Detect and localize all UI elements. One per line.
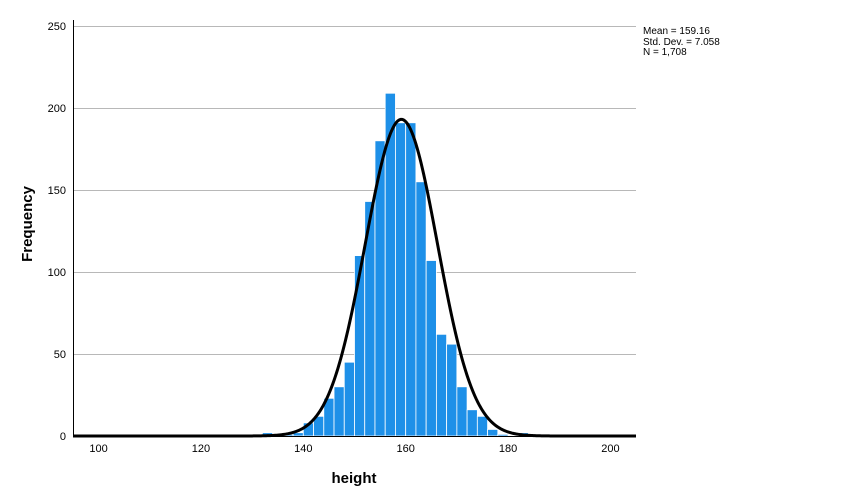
axes — [73, 20, 636, 437]
y-axis-title: Frequency — [19, 185, 36, 262]
x-tick-label-200: 200 — [601, 443, 619, 455]
x-tick-label-160: 160 — [397, 443, 415, 455]
histogram-bar-176 — [487, 429, 499, 437]
stats-n: N = 1,708 — [643, 47, 687, 58]
y-tick-label-200: 200 — [48, 103, 66, 115]
statistics-box: Mean = 159.16 Std. Dev. = 7.058 N = 1,70… — [643, 26, 720, 59]
histogram-bar-166 — [435, 333, 448, 437]
stats-mean: Mean = 159.16 — [643, 26, 710, 37]
histogram-bar-148 — [343, 361, 355, 437]
histogram-bar-158 — [395, 122, 407, 437]
tick-labels: 0 50 100 150 200 250 100 120 140 160 180 200 — [48, 21, 620, 455]
y-tick-label-100: 100 — [48, 267, 66, 279]
y-tick-label-0: 0 — [60, 431, 66, 443]
histogram-bar-164 — [425, 260, 437, 437]
y-tick-label-50: 50 — [54, 349, 66, 361]
histogram-bar-162 — [415, 181, 427, 437]
histogram-bar-146 — [333, 386, 345, 437]
histogram-bars — [261, 92, 529, 437]
histogram-bar-150 — [354, 255, 366, 437]
histogram-bar-172 — [466, 409, 478, 437]
x-tick-label-140: 140 — [294, 443, 312, 455]
x-tick-label-120: 120 — [192, 443, 210, 455]
y-tick-label-250: 250 — [48, 21, 66, 33]
histogram-bar-160 — [405, 122, 417, 437]
x-tick-label-180: 180 — [499, 443, 517, 455]
x-tick-label-100: 100 — [89, 443, 107, 455]
histogram-bar-168 — [446, 343, 458, 437]
histogram-bar-170 — [456, 386, 468, 437]
stats-std-dev: Std. Dev. = 7.058 — [643, 36, 720, 48]
y-tick-label-150: 150 — [48, 185, 66, 197]
gridlines — [73, 26, 636, 355]
histogram-bar-174 — [476, 415, 488, 437]
histogram-bar-178 — [497, 433, 509, 437]
x-axis-title: height — [332, 470, 377, 487]
